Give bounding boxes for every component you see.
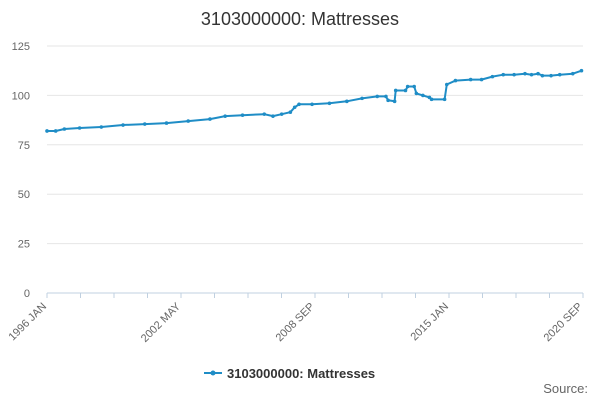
data-point [523, 71, 527, 76]
data-point [164, 121, 169, 125]
data-point [579, 68, 584, 73]
y-tick-label: 100 [12, 90, 30, 102]
data-point [444, 82, 449, 87]
data-point [279, 112, 284, 116]
data-point [386, 98, 390, 103]
legend[interactable]: 3103000000: Mattresses [204, 366, 375, 381]
data-point [512, 72, 516, 77]
data-point [393, 88, 398, 93]
y-tick-label: 125 [12, 41, 30, 53]
data-point [392, 99, 397, 104]
x-axis: 1996 JAN 2002 MAY 2008 SEP 2015 JAN 2020 SEP [6, 292, 586, 345]
data-point [142, 122, 147, 126]
data-point [453, 78, 458, 83]
data-point [403, 88, 408, 93]
chart-title: 3103000000: Mattresses [201, 9, 399, 29]
data-point [442, 97, 447, 102]
data-point [292, 105, 297, 110]
data-point [421, 93, 425, 98]
data-point [271, 114, 275, 118]
data-point [501, 72, 506, 77]
data-point [360, 96, 364, 101]
data-point [223, 114, 227, 118]
data-point [288, 110, 293, 114]
y-axis-ticks: 0 25 50 75 100 125 [12, 41, 30, 300]
data-point [45, 129, 49, 133]
data-point [53, 129, 58, 133]
data-point [549, 73, 553, 78]
data-point [479, 77, 484, 82]
data-point [240, 113, 245, 117]
x-tick-label: 2008 SEP [274, 301, 318, 345]
data-point [345, 99, 349, 104]
data-point [414, 91, 419, 96]
y-tick-label: 50 [18, 189, 30, 201]
data-point [405, 84, 410, 89]
data-point [99, 125, 104, 129]
x-tick-label: 2002 MAY [139, 300, 184, 345]
gridlines [47, 45, 583, 245]
data-point [429, 97, 434, 102]
data-point [490, 74, 495, 79]
data-point [557, 72, 562, 77]
data-point [262, 112, 267, 116]
data-point [186, 119, 191, 123]
data-point [62, 127, 67, 131]
y-tick-label: 75 [18, 140, 30, 152]
data-point [536, 71, 540, 76]
data-point [529, 72, 534, 77]
data-point [570, 71, 575, 76]
data-point [468, 77, 473, 82]
y-tick-label: 0 [24, 288, 30, 300]
legend-label: 3103000000: Mattresses [227, 366, 375, 381]
x-tick-label: 1996 JAN [6, 301, 49, 344]
legend-dot-marker [210, 370, 216, 376]
data-point [384, 94, 388, 99]
data-point [540, 73, 545, 78]
data-point [297, 102, 301, 107]
series-line [47, 69, 582, 132]
data-point [327, 101, 332, 106]
data-point [375, 94, 380, 99]
data-point [121, 123, 125, 127]
data-point [310, 102, 314, 107]
data-point [208, 117, 212, 121]
x-tick-label: 2015 JAN [408, 301, 451, 344]
y-tick-label: 25 [18, 239, 30, 251]
data-point [412, 84, 416, 89]
x-tick-label: 2020 SEP [542, 301, 586, 345]
data-point [77, 126, 82, 130]
source-label: Source: [543, 381, 588, 396]
series-layer [45, 68, 584, 133]
